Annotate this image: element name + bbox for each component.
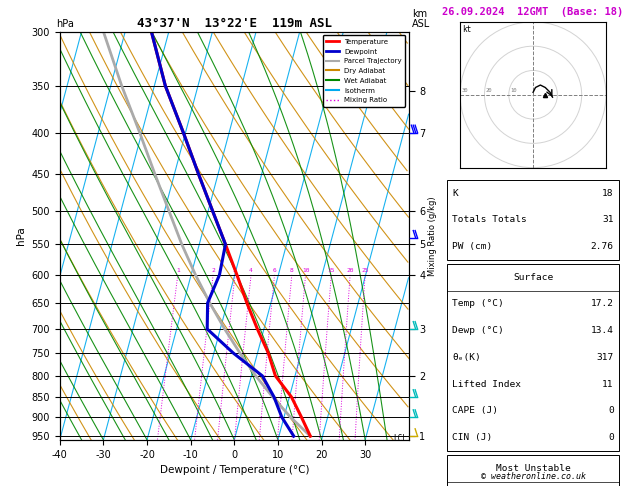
- Text: 3: 3: [233, 268, 237, 273]
- Y-axis label: hPa: hPa: [16, 226, 26, 245]
- Text: 17.2: 17.2: [591, 299, 614, 309]
- Text: Surface: Surface: [513, 273, 553, 282]
- Text: kt: kt: [462, 25, 472, 34]
- Text: 2.76: 2.76: [591, 242, 614, 251]
- Text: © weatheronline.co.uk: © weatheronline.co.uk: [481, 472, 586, 481]
- Title: 43°37'N  13°22'E  119m ASL: 43°37'N 13°22'E 119m ASL: [136, 17, 332, 31]
- Text: CAPE (J): CAPE (J): [452, 406, 498, 416]
- Text: 18: 18: [602, 189, 614, 198]
- Text: 20: 20: [347, 268, 354, 273]
- Text: 30: 30: [462, 88, 468, 93]
- Text: km
ASL: km ASL: [412, 9, 430, 29]
- Bar: [447, 180, 619, 260]
- Text: 10: 10: [510, 88, 516, 93]
- Text: 0: 0: [608, 406, 614, 416]
- Text: Dewp (°C): Dewp (°C): [452, 326, 504, 335]
- Text: 31: 31: [602, 215, 614, 225]
- Text: Lifted Index: Lifted Index: [452, 380, 521, 389]
- Text: 20: 20: [486, 88, 493, 93]
- Text: Totals Totals: Totals Totals: [452, 215, 527, 225]
- Y-axis label: Mixing Ratio (g/kg): Mixing Ratio (g/kg): [428, 196, 437, 276]
- X-axis label: Dewpoint / Temperature (°C): Dewpoint / Temperature (°C): [160, 465, 309, 475]
- Text: PW (cm): PW (cm): [452, 242, 493, 251]
- Bar: [447, 455, 619, 486]
- Text: Most Unstable: Most Unstable: [496, 464, 571, 473]
- Text: 15: 15: [328, 268, 335, 273]
- Legend: Temperature, Dewpoint, Parcel Trajectory, Dry Adiabat, Wet Adiabat, Isotherm, Mi: Temperature, Dewpoint, Parcel Trajectory…: [323, 35, 405, 107]
- Bar: [447, 264, 619, 451]
- Text: 1: 1: [176, 268, 180, 273]
- Text: 26.09.2024  12GMT  (Base: 18): 26.09.2024 12GMT (Base: 18): [442, 7, 624, 17]
- Text: 0: 0: [608, 433, 614, 442]
- Text: 10: 10: [302, 268, 309, 273]
- Text: 4: 4: [249, 268, 253, 273]
- Text: Temp (°C): Temp (°C): [452, 299, 504, 309]
- Text: LCL: LCL: [392, 434, 407, 443]
- Text: 13.4: 13.4: [591, 326, 614, 335]
- Text: 317: 317: [596, 353, 614, 362]
- Text: 8: 8: [290, 268, 294, 273]
- Text: CIN (J): CIN (J): [452, 433, 493, 442]
- Text: 6: 6: [272, 268, 276, 273]
- Text: K: K: [452, 189, 458, 198]
- Text: 2: 2: [211, 268, 215, 273]
- Text: θₑ(K): θₑ(K): [452, 353, 481, 362]
- Text: hPa: hPa: [57, 19, 74, 29]
- Text: 25: 25: [361, 268, 369, 273]
- Text: 11: 11: [602, 380, 614, 389]
